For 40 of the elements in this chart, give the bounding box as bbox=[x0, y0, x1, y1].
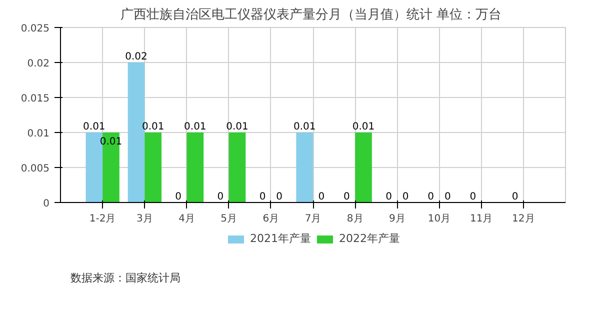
data-label: 0 bbox=[276, 192, 283, 202]
data-label: 0.01 bbox=[142, 122, 164, 132]
y-tick-label: 0.015 bbox=[20, 94, 50, 104]
data-label: 0 bbox=[259, 192, 266, 202]
data-label: 0.01 bbox=[184, 122, 206, 132]
source-note: 数据来源：国家统计局 bbox=[70, 272, 180, 284]
x-tick-label: 1-2月 bbox=[89, 214, 116, 224]
legend-label: 2021年产量 bbox=[250, 231, 311, 246]
data-label: 0 bbox=[512, 192, 518, 202]
data-label: 0 bbox=[386, 192, 392, 202]
data-label: 0.01 bbox=[83, 122, 106, 132]
data-label: 0 bbox=[428, 192, 434, 202]
data-label: 0.01 bbox=[352, 122, 375, 132]
y-tick-label: 0.02 bbox=[27, 58, 50, 70]
data-label: 0 bbox=[175, 192, 182, 202]
legend-label: 2022年产量 bbox=[339, 231, 400, 246]
x-tick-label: 8月 bbox=[346, 214, 364, 224]
data-label: 0.01 bbox=[293, 122, 316, 132]
data-label: 0 bbox=[217, 192, 224, 202]
x-tick-label: 7月 bbox=[304, 214, 322, 224]
data-label: 0.02 bbox=[125, 52, 148, 62]
data-label: 0 bbox=[470, 192, 476, 202]
data-label: 0 bbox=[444, 192, 451, 202]
x-tick-label: 11月 bbox=[470, 214, 493, 224]
y-tick-label: 0.01 bbox=[27, 128, 50, 140]
data-label: 0.01 bbox=[226, 122, 248, 132]
x-tick-label: 4月 bbox=[178, 214, 195, 224]
data-label: 0 bbox=[402, 192, 409, 202]
y-tick-label: 0 bbox=[43, 198, 50, 210]
x-tick-label: 12月 bbox=[512, 214, 535, 224]
chart-title: 广西壮族自治区电工仪器仪表产量分月（当月值）统计 单位：万台 bbox=[120, 8, 502, 22]
data-label: 0 bbox=[318, 192, 325, 202]
x-tick-label: 5月 bbox=[220, 214, 238, 224]
x-tick-label: 6月 bbox=[262, 214, 280, 224]
data-label: 0 bbox=[343, 192, 350, 202]
y-tick-label: 0.025 bbox=[20, 24, 50, 34]
y-tick-label: 0.005 bbox=[20, 164, 50, 174]
x-tick-label: 3月 bbox=[136, 214, 153, 224]
x-tick-label: 10月 bbox=[428, 214, 451, 224]
x-tick-label: 9月 bbox=[388, 214, 406, 224]
